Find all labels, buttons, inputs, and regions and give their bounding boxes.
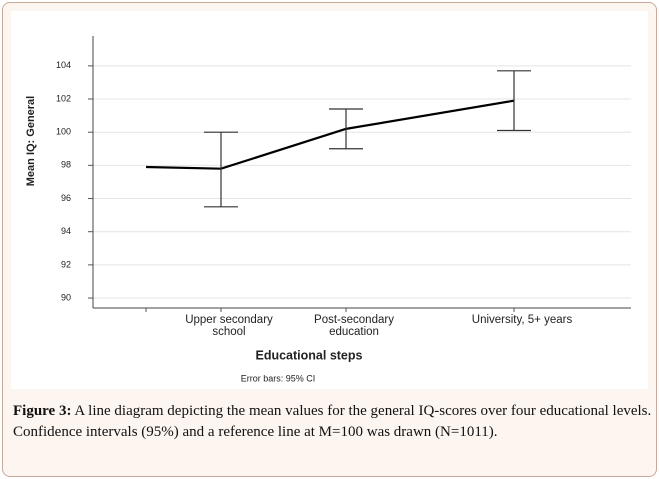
y-tick-label: 94 [61,226,71,236]
x-axis-title: Educational steps [256,348,363,362]
y-tick-label: 90 [61,292,71,302]
y-tick-label: 100 [56,127,71,137]
note: Error bars: 95% CI [241,373,316,383]
caption-text: A line diagram depicting the mean values… [13,403,652,440]
caption-label: Figure 3: [13,403,72,419]
y-tick-label: 96 [61,193,71,203]
x-tick-label: Post-secondary education [314,314,394,338]
x-tick-label: University, 5+ years [471,314,573,326]
y-tick-label: 102 [56,93,71,103]
y-tick-label: 104 [56,60,71,70]
chart: Mean IQ: General Educational steps Error… [25,36,631,383]
y-axis-title: Mean IQ: General [25,96,37,186]
x-tick-label: Upper secondary school [185,314,273,338]
y-tick-label: 98 [61,160,71,170]
plot-area: Mean IQ: General Educational steps Error… [11,11,648,389]
y-tick-label: 92 [61,259,71,269]
mean-line [145,99,515,170]
caption: Figure 3: A line diagram depicting the m… [13,401,653,443]
